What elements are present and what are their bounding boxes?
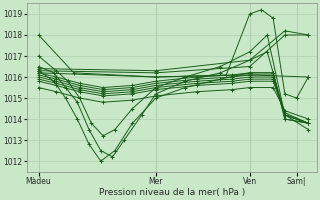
X-axis label: Pression niveau de la mer( hPa ): Pression niveau de la mer( hPa ) xyxy=(99,188,245,197)
